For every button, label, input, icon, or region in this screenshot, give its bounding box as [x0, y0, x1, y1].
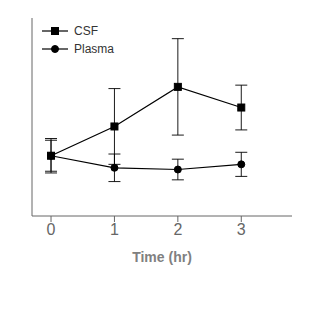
svg-text:Time (hr): Time (hr): [132, 249, 192, 265]
svg-text:1: 1: [110, 221, 119, 238]
svg-text:3: 3: [237, 221, 246, 238]
html-text:CSF: CSF: [74, 24, 98, 38]
svg-text:2: 2: [173, 221, 182, 238]
svg-text:0: 0: [47, 221, 56, 238]
html-text:Plasma: Plasma: [74, 42, 114, 56]
